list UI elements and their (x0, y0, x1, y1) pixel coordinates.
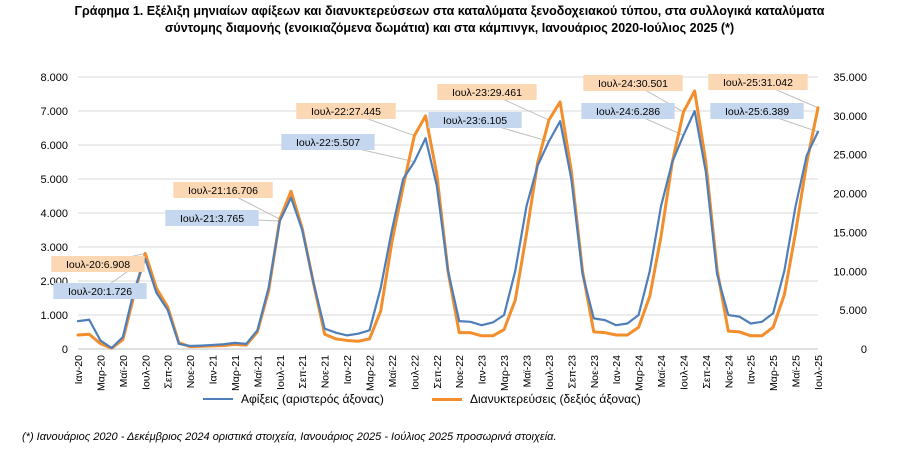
left-axis-tick-label: 8.000 (40, 72, 68, 84)
annotation-label-visits: Ιουλ-20:1.726 (68, 286, 132, 298)
legend-label-nights: Διανυκτερεύσεις (δεξιός άξονας) (470, 392, 641, 406)
x-axis-tick-label: Μαρ-20 (95, 355, 107, 391)
annotation-label-nights: Ιουλ-21:16.706 (188, 185, 258, 197)
x-axis-tick-label: Μαρ-23 (499, 355, 511, 391)
legend-item-nights: Διανυκτερεύσεις (δεξιός άξονας) (432, 392, 641, 406)
annotation-box-visits (710, 103, 804, 119)
right-axis-tick-label: 15.000 (833, 227, 867, 239)
x-axis-tick-label: Μαϊ-22 (387, 355, 399, 387)
x-axis-tick-label: Ιουλ-24 (678, 355, 690, 390)
annotation-label-visits: Ιουλ-22:5.507 (296, 137, 360, 149)
left-axis-tick-label: 5.000 (40, 174, 68, 186)
annotation-box-visits (428, 112, 522, 128)
chart-title: Γράφημα 1. Εξέλιξη μηνιαίων αφίξεων και … (0, 3, 899, 37)
annotation-box-nights (173, 182, 273, 198)
x-axis-tick-label: Σεπ-23 (566, 355, 578, 389)
annotation-box-nights (437, 84, 537, 100)
footnote: (*) Ιανουάριος 2020 - Δεκέμβριος 2024 ορ… (22, 431, 557, 443)
left-axis-ticks: 01.0002.0003.0004.0005.0006.0007.0008.00… (40, 72, 68, 356)
x-axis-tick-label: Ιουλ-25 (813, 355, 825, 390)
x-axis-tick-label: Νοε-24 (723, 355, 735, 388)
right-axis-tick-label: 0 (861, 344, 867, 356)
legend-swatch-nights (432, 397, 462, 401)
x-axis-tick-label: Μαϊ-20 (118, 355, 130, 387)
annotation-box-nights (708, 74, 808, 90)
annotation-label-visits: Ιουλ-25:6.389 (725, 106, 789, 118)
annotation-box-nights (51, 256, 145, 272)
annotation-label-visits: Ιουλ-21:3.765 (180, 213, 244, 225)
right-axis-tick-label: 5.000 (839, 305, 867, 317)
right-axis-tick-label: 30.000 (833, 111, 867, 123)
x-axis-tick-label: Ιουλ-21 (275, 355, 287, 390)
x-axis-tick-label: Νοε-22 (454, 355, 466, 388)
x-axis-tick-label: Ιαν-24 (611, 355, 623, 385)
x-axis-tick-label: Μαρ-22 (365, 355, 377, 391)
annotation-labels: Ιουλ-20:1.726 Ιουλ-20:6.908 Ιουλ-21:3.765 Ι… (51, 74, 808, 299)
annotation-box-visits (53, 283, 147, 299)
annotation-label-nights: Ιουλ-24:30.501 (598, 78, 668, 90)
left-axis-tick-label: 0 (62, 344, 68, 356)
annotation-label-nights: Ιουλ-23:29.461 (452, 87, 522, 99)
right-axis-tick-label: 10.000 (833, 266, 867, 278)
x-axis-tick-label: Ιουλ-23 (544, 355, 556, 390)
legend-swatch-visits (203, 398, 233, 400)
left-axis-tick-label: 7.000 (40, 106, 68, 118)
x-axis-tick-label: Ιουλ-22 (409, 355, 421, 390)
left-axis-tick-label: 1.000 (40, 310, 68, 322)
annotation-box-visits (281, 134, 375, 150)
legend-label-visits: Αφίξεις (αριστερός άξονας) (241, 392, 384, 406)
left-axis-tick-label: 4.000 (40, 208, 68, 220)
x-axis-tick-label: Ιαν-22 (342, 355, 354, 385)
right-axis-tick-label: 25.000 (833, 150, 867, 162)
x-axis-tick-label: Μαϊ-25 (791, 355, 803, 387)
series-line-visits (76, 109, 820, 350)
annotation-box-nights (296, 103, 396, 119)
annotation-label-visits: Ιουλ-24:6.286 (596, 106, 660, 118)
annotation-box-nights (583, 75, 683, 91)
x-axis-tick-label: Μαρ-24 (634, 355, 646, 391)
right-axis-tick-label: 35.000 (833, 72, 867, 84)
x-axis-tick-label: Ιουλ-20 (140, 355, 152, 390)
left-axis-tick-label: 3.000 (40, 242, 68, 254)
x-axis-tick-label: Σεπ-24 (701, 355, 713, 389)
x-axis-tick-label: Μαϊ-23 (521, 355, 533, 387)
x-axis-tick-label: Ιαν-21 (208, 355, 220, 385)
x-axis-tick-label: Ιαν-20 (73, 355, 85, 385)
x-axis-tick-label: Νοε-21 (320, 355, 332, 388)
x-axis-tick-label: Σεπ-20 (163, 355, 175, 389)
annotation-label-nights: Ιουλ-20:6.908 (66, 259, 130, 271)
x-axis-tick-label: Μαρ-25 (768, 355, 780, 391)
left-axis-tick-label: 6.000 (40, 140, 68, 152)
series-lines (76, 89, 820, 350)
x-axis-tick-label: Σεπ-21 (297, 355, 309, 389)
x-axis-tick-label: Μαρ-21 (230, 355, 242, 391)
right-axis-ticks: 0 5.000 10.000 15.000 20.000 25.000 30.000 35.0… (833, 72, 867, 356)
annotation-label-nights: Ιουλ-22:27.445 (311, 106, 381, 118)
x-axis-tick-label: Μαϊ-24 (656, 355, 668, 387)
chart-title-line1: Γράφημα 1. Εξέλιξη μηνιαίων αφίξεων και … (74, 4, 825, 18)
x-axis-tick-label: Νοε-20 (185, 355, 197, 388)
annotation-label-visits: Ιουλ-23:6.105 (443, 115, 507, 127)
x-axis-tick-label: Μαϊ-21 (252, 355, 264, 387)
x-axis-tick-label: Ιαν-25 (746, 355, 758, 385)
x-axis-tick-label: Σεπ-22 (432, 355, 444, 389)
annotation-box-visits (165, 210, 259, 226)
annotation-box-visits (581, 103, 675, 119)
x-axis-tick-label: Ιαν-23 (477, 355, 489, 385)
x-axis-ticks: Ιαν-20 Μαρ-20 Μαϊ-20 Ιουλ-20 Σεπ-20 Νοε-20 Ιαν… (73, 355, 825, 391)
right-axis-tick-label: 20.000 (833, 189, 867, 201)
chart-title-line2: σύντομης διαμονής (ενοικιαζόμενα δωμάτια… (164, 21, 735, 35)
x-axis-tick-label: Νοε-23 (589, 355, 601, 388)
legend-item-visits: Αφίξεις (αριστερός άξονας) (203, 392, 384, 406)
annotation-label-nights: Ιουλ-25:31.042 (723, 77, 793, 89)
